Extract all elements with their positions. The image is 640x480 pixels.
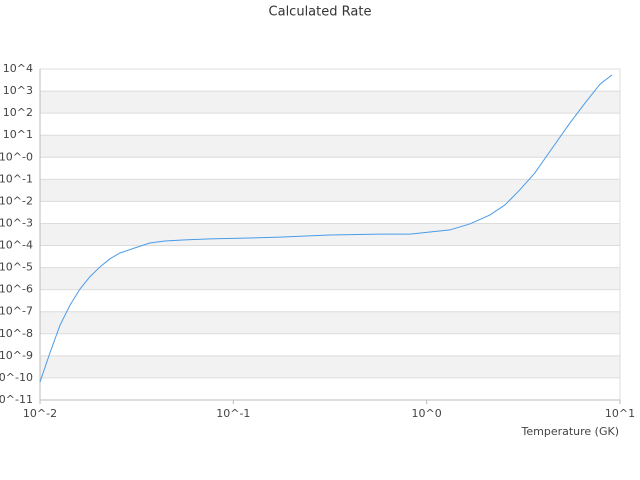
x-tick-label: 10^-2 xyxy=(23,407,57,420)
y-tick-label: 10^-0 xyxy=(0,150,33,163)
x-tick-label: 10^0 xyxy=(412,407,442,420)
chart-title: Calculated Rate xyxy=(269,5,372,20)
grid-band xyxy=(40,267,620,290)
y-tick-label: 10^2 xyxy=(3,106,33,119)
x-axis-label: Temperature (GK) xyxy=(521,425,620,438)
grid-band xyxy=(40,311,620,334)
x-tick-label: 10^1 xyxy=(605,407,635,420)
grid-band xyxy=(40,355,620,378)
grid-band xyxy=(40,135,620,158)
y-tick-label: 10^-5 xyxy=(0,261,33,274)
y-tick-label: 10^-8 xyxy=(0,327,33,340)
grid-band xyxy=(40,91,620,114)
y-tick-label: 10^-3 xyxy=(0,216,33,229)
y-tick-label: 10^-1 xyxy=(0,172,33,185)
y-tick-label: 10^1 xyxy=(3,128,33,141)
grid-band xyxy=(40,179,620,202)
y-tick-label: 10^4 xyxy=(3,62,33,75)
y-tick-label: 10^-6 xyxy=(0,283,33,296)
y-tick-label: 10^3 xyxy=(3,84,33,97)
y-tick-label: 10^-10 xyxy=(0,371,33,384)
y-tick-label: 10^-4 xyxy=(0,239,33,252)
y-tick-label: 10^-7 xyxy=(0,305,33,318)
x-tick-label: 10^-1 xyxy=(216,407,250,420)
y-tick-label: 10^-2 xyxy=(0,194,33,207)
y-tick-label: 10^-9 xyxy=(0,349,33,362)
line-series xyxy=(39,74,613,383)
y-tick-label: 10^-11 xyxy=(0,393,33,406)
